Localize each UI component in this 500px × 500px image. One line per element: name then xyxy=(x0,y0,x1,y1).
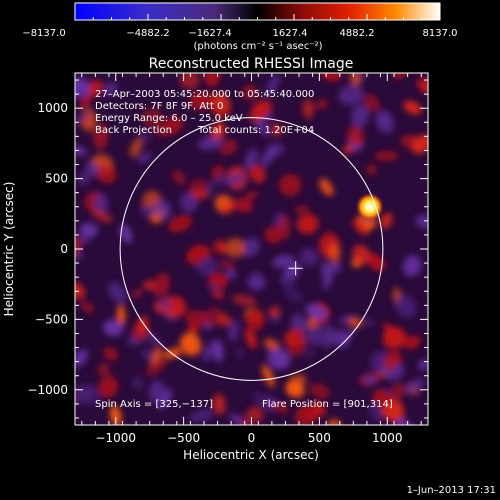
flare-position-annotation: Flare Position = [901,314] xyxy=(262,399,393,410)
info-total-counts: Total counts: 1.20E+04 xyxy=(197,125,314,136)
x-tick-label: 0 xyxy=(248,431,256,445)
colorbar-tick-label: −1627.4 xyxy=(188,28,231,39)
spin-axis-annotation: Spin Axis = [325,−137] xyxy=(95,399,213,410)
y-tick-label: 1000 xyxy=(37,101,68,115)
plot-title: Reconstructed RHESSI Image xyxy=(149,56,354,72)
colorbar-tick-label: −8137.0 xyxy=(22,28,65,39)
colorbar-tick-labels: −8137.0 −4882.2 −1627.4 1627.4 4882.2 81… xyxy=(22,28,457,39)
colorbar-unit-label: (photons cm⁻² s⁻¹ asec⁻²) xyxy=(193,41,322,52)
y-tick-label: 0 xyxy=(60,242,68,256)
timestamp: 1–Jun–2013 17:31 xyxy=(407,485,496,496)
x-tick-label: −500 xyxy=(167,431,200,445)
info-time-range: 27–Apr–2003 05:45:20.000 to 05:45:40.000 xyxy=(95,89,314,100)
info-energy-range: Energy Range: 6.0 – 25.0 keV xyxy=(95,113,243,124)
flare-source xyxy=(355,192,384,221)
solar-limb-circle xyxy=(119,117,384,381)
colorbar-tick-label: 8137.0 xyxy=(423,28,458,39)
colorbar-ticks xyxy=(74,14,441,20)
info-detectors: Detectors: 7F 8F 9F, Att 0 xyxy=(95,101,223,112)
x-tick-label: 500 xyxy=(308,431,331,445)
info-method: Back Projection xyxy=(95,125,172,136)
colorbar-tick-label: 1627.4 xyxy=(273,28,308,39)
colorbar-tick-label: 4882.2 xyxy=(340,28,375,39)
y-tick-label: −1000 xyxy=(27,383,68,397)
y-tick-label: 500 xyxy=(45,172,68,186)
colorbar-tick-label: −4882.2 xyxy=(126,28,169,39)
x-axis-label: Heliocentric X (arcsec) xyxy=(183,448,319,462)
y-axis-label: Heliocentric Y (arcsec) xyxy=(2,182,16,317)
y-tick-label: −500 xyxy=(35,312,68,326)
x-tick-label: 1000 xyxy=(372,431,403,445)
heatmap-image xyxy=(75,73,428,425)
x-tick-label: −1000 xyxy=(95,431,136,445)
axis-ticks xyxy=(75,73,428,425)
spin-axis-marker xyxy=(288,261,303,276)
